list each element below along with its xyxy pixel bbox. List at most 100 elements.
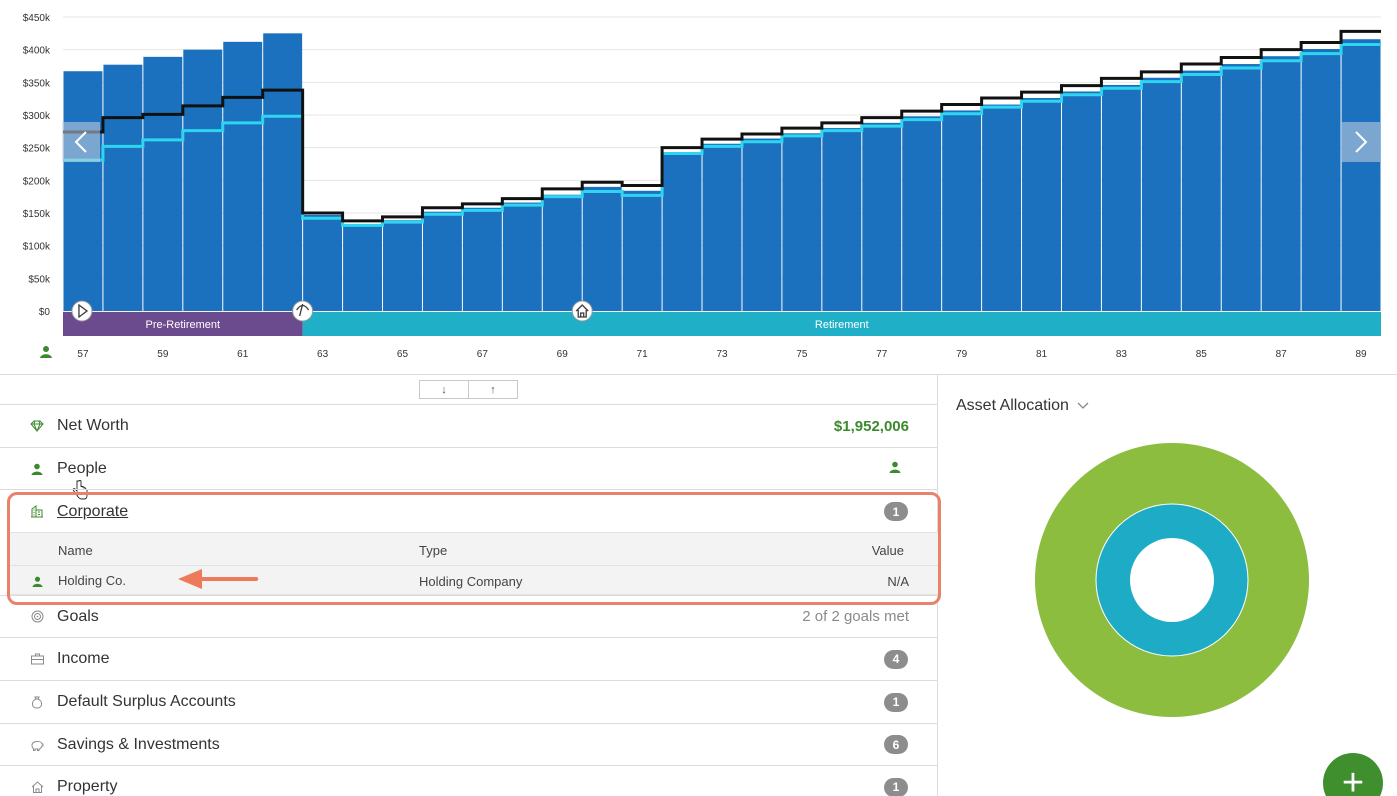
bar <box>1221 64 1261 311</box>
property-row[interactable]: Property 1 <box>0 765 938 796</box>
property-count-badge: 1 <box>884 777 908 796</box>
bar <box>542 194 582 311</box>
bar <box>1101 84 1141 312</box>
person-icon <box>29 461 45 477</box>
chevron-down-icon <box>1077 402 1089 409</box>
bar <box>1141 77 1181 311</box>
bar <box>702 143 742 311</box>
x-tick-label: 85 <box>1196 349 1208 360</box>
play-milestone-icon <box>71 300 93 322</box>
people-row[interactable]: People <box>0 447 938 500</box>
asset-allocation-panel: Asset Allocation <box>939 375 1397 796</box>
net-worth-row[interactable]: Net Worth $1,952,006 <box>0 404 938 447</box>
y-tick-label: $350k <box>23 78 51 89</box>
x-tick-label: 71 <box>637 349 649 360</box>
bar <box>1022 98 1061 311</box>
projection-chart: $450k $400k $350k $300k $250k $200k $150k $100k… <box>0 0 1397 374</box>
bar <box>1061 91 1101 311</box>
bar <box>902 116 942 311</box>
projection-chart-svg: $450k $400k $350k $300k $250k $200k $150k $100k… <box>23 13 1381 360</box>
bar <box>982 104 1022 312</box>
bar <box>862 122 902 311</box>
asset-allocation-donut <box>1035 443 1309 717</box>
x-tick-label: 67 <box>477 349 489 360</box>
bar <box>1341 39 1381 312</box>
corporate-item-type: Holding Company <box>419 574 523 589</box>
property-label: Property <box>57 778 118 795</box>
chevron-right-icon <box>1355 131 1368 153</box>
income-count-badge: 4 <box>884 649 908 669</box>
corporate-item-value: N/A <box>887 574 909 589</box>
chart-next-button[interactable] <box>1342 122 1380 162</box>
person-icon <box>32 574 43 592</box>
add-button[interactable]: + <box>1323 753 1383 796</box>
bar <box>383 220 422 311</box>
x-tick-label: 59 <box>157 349 169 360</box>
diamond-icon <box>29 418 45 434</box>
x-tick-label: 83 <box>1116 349 1128 360</box>
annotation-arrow <box>178 569 259 589</box>
net-worth-label: Net Worth <box>57 417 129 434</box>
goals-row[interactable]: Goals 2 of 2 goals met <box>0 595 938 637</box>
x-tick-label: 69 <box>557 349 569 360</box>
y-tick-label: $300k <box>23 111 51 122</box>
briefcase-icon <box>29 651 45 667</box>
person-icon <box>889 460 901 478</box>
savings-investments-label: Savings & Investments <box>57 735 220 753</box>
y-tick-label: $200k <box>23 176 51 187</box>
bar <box>422 211 462 311</box>
y-tick-label: $150k <box>23 209 51 220</box>
x-tick-label: 63 <box>317 349 329 360</box>
x-tick-label: 89 <box>1355 349 1367 360</box>
collapse-all-button[interactable]: ↑ <box>490 383 496 396</box>
x-tick-label: 87 <box>1276 349 1288 360</box>
expand-collapse-toggle: ↓ ↑ <box>419 380 518 399</box>
section-divider <box>0 374 1397 375</box>
surplus-accounts-row[interactable]: Default Surplus Accounts 1 <box>0 680 938 723</box>
bar <box>263 33 303 311</box>
phase-label: Pre-Retirement <box>146 319 221 331</box>
corporate-row[interactable]: Corporate 1 <box>0 489 938 533</box>
y-tick-label: $50k <box>28 274 51 285</box>
house-milestone-icon <box>571 300 593 322</box>
bar <box>662 152 702 311</box>
surplus-accounts-label: Default Surplus Accounts <box>57 693 236 710</box>
corporate-label[interactable]: Corporate <box>57 502 129 520</box>
summary-panel: ↓ ↑ Net Worth $1,952,006 People Corporat… <box>0 375 938 796</box>
phase-label: Retirement <box>815 319 869 331</box>
people-label: People <box>57 459 107 477</box>
y-tick-label: $100k <box>23 242 51 253</box>
chart-prev-button[interactable] <box>62 122 100 162</box>
target-icon <box>29 609 45 625</box>
series-line-light <box>63 42 1381 227</box>
y-tick-label: $0 <box>39 307 51 318</box>
bar <box>782 133 822 311</box>
bar <box>502 202 542 311</box>
income-label: Income <box>57 650 110 667</box>
column-header-value: Value <box>871 543 904 558</box>
x-tick-label: 73 <box>716 349 728 360</box>
bar <box>1261 56 1301 312</box>
bar <box>183 49 223 312</box>
umbrella-milestone-icon <box>292 300 314 322</box>
piggy-bank-icon <box>29 737 45 753</box>
bar <box>942 110 982 311</box>
column-header-type: Type <box>419 543 448 558</box>
corporate-highlight-box <box>7 492 941 605</box>
y-tick-label: $250k <box>23 144 51 155</box>
bar <box>1181 70 1221 311</box>
savings-investments-row[interactable]: Savings & Investments 6 <box>0 723 938 765</box>
asset-allocation-title: Asset Allocation <box>956 397 1069 414</box>
net-worth-value: $1,952,006 <box>833 417 909 435</box>
expand-all-button[interactable]: ↓ <box>420 381 469 398</box>
income-row[interactable]: Income 4 <box>0 637 938 680</box>
y-tick-label: $400k <box>23 46 51 57</box>
phase-band <box>63 312 303 336</box>
x-tick-label: 65 <box>397 349 409 360</box>
table-row[interactable]: Holding Co. Holding Company N/A <box>10 565 938 595</box>
asset-allocation-dropdown[interactable]: Asset Allocation <box>956 397 1089 415</box>
bar <box>303 214 343 311</box>
chevron-left-icon <box>74 131 87 153</box>
corporate-item-name: Holding Co. <box>58 573 126 588</box>
goals-label: Goals <box>57 607 99 625</box>
